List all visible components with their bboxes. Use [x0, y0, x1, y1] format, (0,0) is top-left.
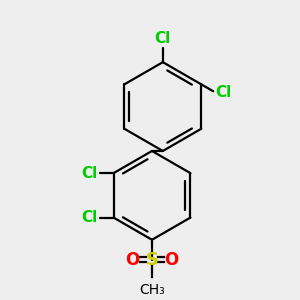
Text: CH₃: CH₃: [139, 283, 165, 297]
Text: S: S: [146, 250, 158, 268]
Text: Cl: Cl: [215, 85, 231, 100]
Text: Cl: Cl: [155, 32, 171, 46]
Text: Cl: Cl: [82, 210, 98, 225]
Text: O: O: [165, 250, 179, 268]
Text: O: O: [125, 250, 140, 268]
Text: Cl: Cl: [82, 166, 98, 181]
